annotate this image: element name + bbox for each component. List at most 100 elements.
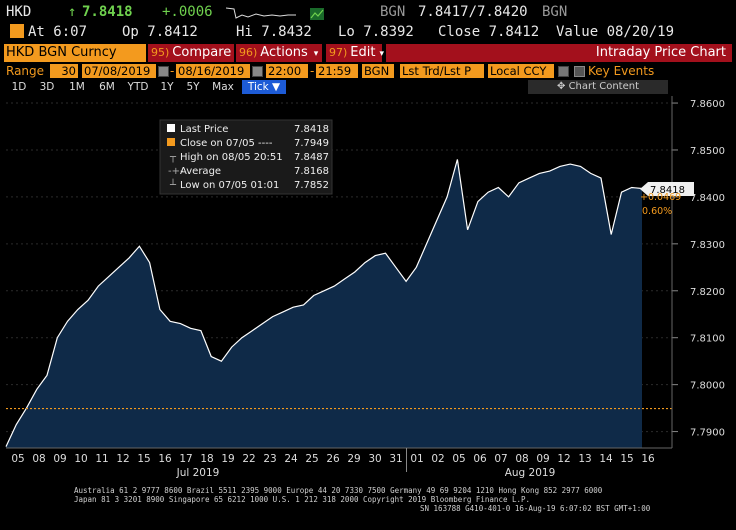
x-tick-label: 02 [431,453,444,465]
source-field[interactable]: BGN [362,64,394,78]
actions-label: Actions [260,45,308,60]
quote-close: Close 7.8412 [438,24,540,40]
footer-line-1: Australia 61 2 9777 8600 Brazil 5511 239… [74,486,603,495]
chart-content-button[interactable]: ✥ Chart Content [528,80,668,94]
x-tick-label: 05 [452,453,465,465]
x-tick-label: 24 [284,453,298,465]
calendar-icon[interactable] [252,66,263,77]
range-label: Range [6,64,45,78]
x-tick-label: 12 [116,453,129,465]
y-axis: 7.8600 7.8500 7.8400 7.8300 7.8200 7.8100 7.80… [671,96,725,448]
close-swatch [167,138,175,146]
chart-icon[interactable] [310,8,324,20]
chevron-down-icon: ▾ [313,49,319,59]
last-price-tag: 7.8418 [640,182,694,196]
x-tick-label: 09 [53,453,66,465]
low-marker-icon: ┴ [169,178,177,191]
change-text: +0.0469 [640,192,681,203]
y-tick-label: 7.8300 [690,240,725,251]
x-tick-label: 19 [221,453,234,465]
alert-icon[interactable] [10,24,24,38]
edit-label: Edit [350,45,376,60]
currency-dropdown[interactable]: Local CCY [488,64,554,78]
price-chart[interactable]: 7.8600 7.8500 7.8400 7.8300 7.8200 7.8100 7.80… [0,96,736,484]
x-tick-label: 23 [263,453,276,465]
compare-menu[interactable]: 95) Compare [148,44,234,62]
range-days-field[interactable]: 30 [50,64,78,78]
calendar-icon[interactable] [158,66,169,77]
x-axis: 05 08 09 10 11 12 15 16 17 18 19 22 23 24 25 26 29 30 31 01… [6,447,672,479]
footer: Australia 61 2 9777 8600 Brazil 5511 239… [0,486,736,526]
x-tick-label: 14 [599,453,613,465]
edit-menu[interactable]: 97) Edit ▾ [326,44,385,62]
x-tick-label: 16 [641,453,655,465]
x-tick-label: 08 [515,453,528,465]
price-line [5,159,643,447]
x-tick-label: 15 [620,453,633,465]
end-time-field[interactable]: 21:59 [316,64,358,78]
legend-average-value: 7.8168 [294,166,329,177]
y-tick-label: 7.8500 [690,146,725,157]
x-tick-label: 11 [95,453,108,465]
x-tick-label: 31 [389,453,402,465]
range-bar: Range 30 07/08/2019 - 08/16/2019 22:00 -… [6,64,655,78]
period-tabs: 1D 3D 1M 6M YTD 1Y 5Y Max Tick ▼ ✥ Chart… [0,80,736,94]
start-date-field[interactable]: 07/08/2019 [82,64,156,78]
legend-close: Close on 07/05 ---- [180,138,273,149]
key-events-label: Key Events [588,64,655,78]
start-time-field[interactable]: 22:00 [266,64,308,78]
gear-icon: ✥ [557,81,569,92]
security-field[interactable]: HKD BGN Curncy [4,44,146,62]
price-tag-text: 7.8418 [650,185,685,196]
header-bar: HKD BGN Curncy 95) Compare 96) Actions ▾ 97… [0,44,736,62]
tab-ytd[interactable]: YTD [127,81,149,93]
legend-average: Average [180,166,221,177]
y-tick-label: 7.8200 [690,287,725,298]
tab-1y[interactable]: 1Y [160,81,174,93]
end-date-field[interactable]: 08/16/2019 [176,64,250,78]
x-tick-label: 16 [158,453,172,465]
y-tick-label: 7.8000 [690,381,725,392]
x-tick-label: 10 [74,453,87,465]
tick-dropdown[interactable]: Tick ▼ [242,80,286,94]
compare-num: 95) [151,46,170,59]
footer-line-2: Japan 81 3 3201 8900 Singapore 65 6212 1… [74,495,531,504]
x-tick-label: 30 [368,453,381,465]
last-price-swatch [167,124,175,132]
tab-3d[interactable]: 3D [39,81,55,93]
x-tick-label: 18 [200,453,213,465]
x-tick-label: 25 [305,453,318,465]
edit-num: 97) [329,46,348,59]
quote-time: At 6:07 [28,24,88,40]
actions-num: 96) [239,46,258,59]
chevron-down-icon: ▾ [379,49,385,59]
legend-last-price: Last Price [180,124,228,135]
page-title: Intraday Price Chart [386,44,732,62]
x-tick-label: 22 [242,453,255,465]
tab-1m[interactable]: 1M [69,81,85,93]
average-marker-icon: -+- [168,166,184,177]
actions-menu[interactable]: 96) Actions ▾ [236,44,322,62]
tab-1d[interactable]: 1D [11,81,27,93]
month-label: Aug 2019 [505,467,556,479]
quote-value-date: Value 08/20/19 [556,24,675,40]
legend[interactable]: Last Price 7.8418 Close on 07/05 ---- 7.… [159,119,333,195]
x-tick-label: 26 [326,453,340,465]
tab-6m[interactable]: 6M [99,81,115,93]
x-tick-label: 29 [347,453,360,465]
quote-open: Op 7.8412 [122,24,198,40]
legend-last-price-value: 7.8418 [294,124,329,135]
x-tick-label: 05 [11,453,24,465]
tab-5y[interactable]: 5Y [186,81,200,93]
tab-max[interactable]: Max [212,81,234,93]
x-tick-label: 06 [473,453,487,465]
key-events-checkbox[interactable] [574,66,585,77]
legend-low-value: 7.7852 [294,180,329,191]
quote-ticker: HKD [6,4,32,20]
month-label: Jul 2019 [176,467,220,479]
legend-high: High on 08/05 20:51 [180,152,283,163]
dropdown-arrow-icon[interactable] [558,66,569,77]
x-tick-label: 07 [494,453,507,465]
price-type-dropdown[interactable]: Lst Trd/Lst P [400,64,484,78]
quote-source: BGN [380,4,406,20]
